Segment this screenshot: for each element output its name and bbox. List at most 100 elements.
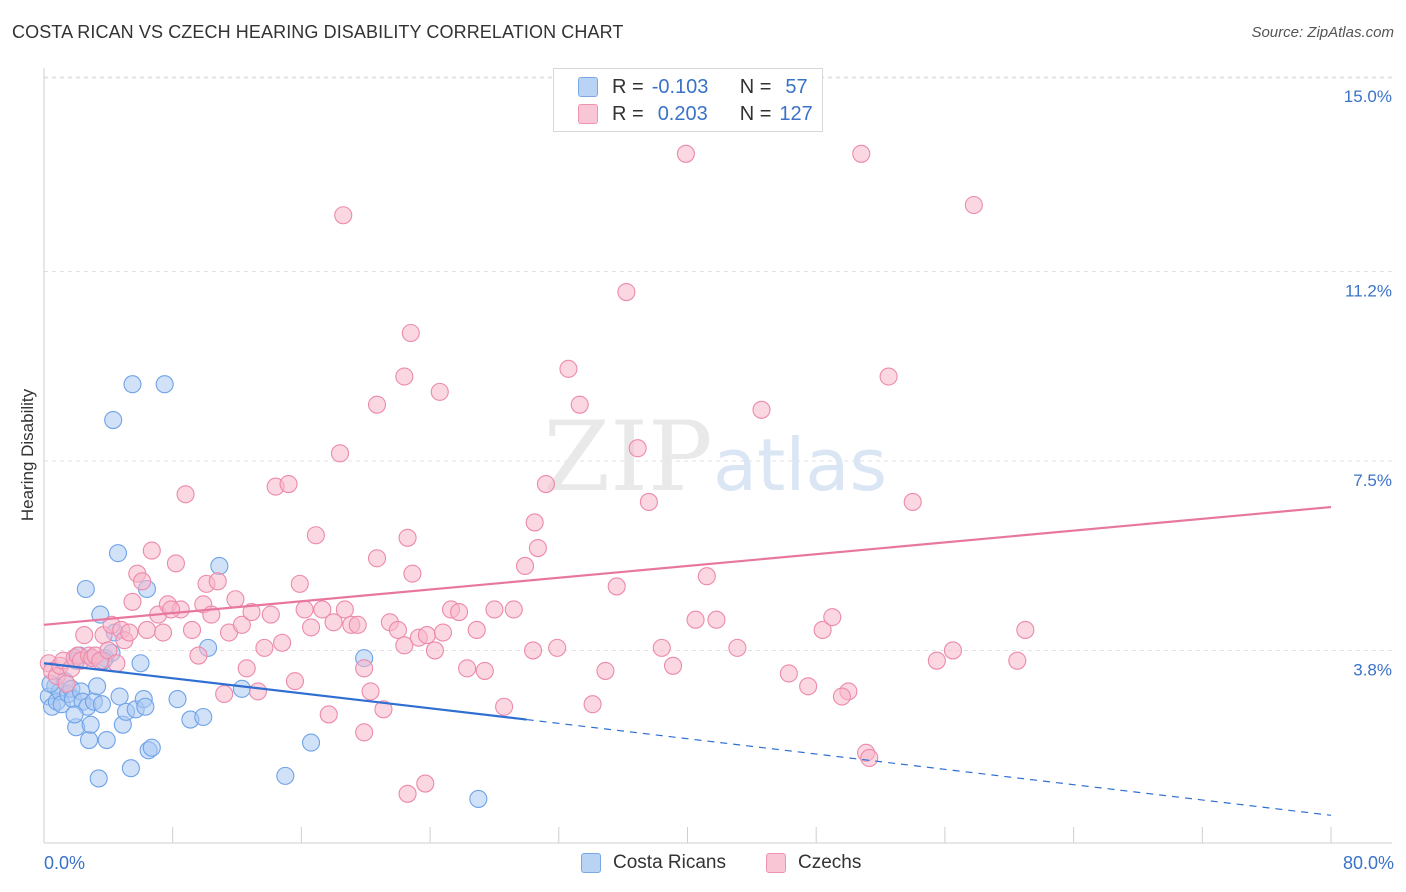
- czech-point: [261, 605, 280, 624]
- trend-lines: [43, 505, 1332, 816]
- y-tick-label: 11.2%: [1345, 282, 1392, 301]
- legend-n-label: N =: [739, 75, 772, 98]
- costa-rican-point: [108, 544, 128, 563]
- czech-point: [330, 444, 350, 463]
- legend-r-label: R =: [612, 102, 644, 125]
- czech-point: [1008, 651, 1027, 670]
- costa-rican-point: [131, 654, 150, 673]
- czech-point: [248, 682, 268, 701]
- y-tick-label: 3.8%: [1353, 660, 1392, 679]
- czech-point: [395, 636, 414, 655]
- scatter-points: [39, 144, 1035, 808]
- legend-item-costa-ricans[interactable]: Costa Ricans: [581, 852, 726, 874]
- chart-title: COSTA RICAN VS CZECH HEARING DISABILITY …: [12, 22, 624, 42]
- czech-point: [142, 541, 161, 560]
- czech-point: [813, 620, 832, 640]
- czech-point: [779, 664, 798, 683]
- czech-point: [306, 526, 325, 545]
- costa-rican-point: [79, 730, 99, 750]
- czech-point: [663, 656, 683, 675]
- czech-point: [495, 697, 514, 716]
- czech-point: [361, 682, 380, 701]
- czech-point: [398, 528, 417, 547]
- costa-rican-point: [168, 690, 187, 709]
- czech-point: [313, 600, 332, 619]
- czech-point: [367, 549, 387, 568]
- czech-point: [467, 620, 486, 640]
- czech-point: [133, 572, 152, 591]
- costa-rican-point: [302, 733, 321, 752]
- legend-n-value: 57: [785, 75, 808, 98]
- czech-point: [617, 282, 636, 302]
- czech-point: [879, 367, 898, 386]
- costa-rican-point: [232, 679, 251, 698]
- czech-point: [324, 613, 343, 632]
- series-legend: Costa Ricans Czechs: [581, 852, 901, 874]
- czech-point: [176, 485, 195, 504]
- costa-rican-trend-line: [43, 662, 527, 721]
- czech-point: [515, 556, 535, 576]
- czech-point: [295, 600, 314, 619]
- costa-rican-point: [65, 705, 84, 724]
- czech-point: [355, 723, 374, 742]
- legend-swatch-blue: [581, 853, 601, 873]
- czech-point: [485, 600, 504, 619]
- czech-point: [137, 620, 157, 640]
- legend-row-czechs: R = 0.203 N = 127: [578, 101, 813, 127]
- czech-point: [215, 684, 234, 704]
- czech-point: [548, 638, 567, 657]
- x-tick-label: 80.0%: [1343, 853, 1394, 873]
- czech-point: [374, 700, 393, 719]
- legend-n-label: N =: [739, 102, 772, 125]
- czech-point: [388, 620, 407, 640]
- czech-point: [639, 492, 658, 512]
- czech-point: [504, 600, 523, 619]
- czech-point: [964, 195, 983, 215]
- czech-point: [528, 538, 547, 558]
- czech-point: [302, 618, 321, 637]
- czech-point: [242, 602, 261, 622]
- czech-point: [401, 323, 420, 343]
- czech-point: [707, 610, 726, 629]
- czech-trend-line: [43, 505, 1332, 626]
- stats-legend: R = -0.103 N = 57 R = 0.203 N = 127: [553, 68, 823, 132]
- czech-point: [628, 439, 647, 458]
- legend-r-value: 0.203: [657, 102, 708, 125]
- source-label: Source: ZipAtlas.com: [1251, 24, 1394, 41]
- costa-rican-point: [469, 789, 488, 808]
- watermark: ZIP atlas: [543, 401, 887, 513]
- y-tick-label: 7.5%: [1353, 471, 1392, 490]
- czech-point: [927, 651, 946, 670]
- costa-rican-point: [104, 410, 123, 430]
- czech-point: [458, 659, 477, 678]
- czech-point: [475, 661, 494, 680]
- y-tick-label: 15.0%: [1344, 87, 1392, 106]
- legend-n-value: 127: [779, 102, 813, 125]
- legend-label-czechs: Czechs: [798, 852, 862, 873]
- czech-point: [525, 513, 544, 532]
- costa-rican-point: [92, 695, 111, 714]
- czech-point: [120, 623, 139, 642]
- czech-point: [425, 641, 444, 660]
- czech-point: [57, 674, 76, 693]
- czech-point: [417, 626, 436, 645]
- czech-point: [348, 615, 367, 634]
- czech-point: [832, 687, 851, 706]
- costa-rican-point: [97, 730, 116, 750]
- czech-point: [107, 654, 126, 673]
- czech-point: [99, 641, 118, 660]
- czech-point: [285, 672, 305, 691]
- costa-rican-point: [136, 697, 155, 716]
- czech-point: [799, 677, 818, 696]
- costa-rican-trend-line-extension: [526, 718, 1332, 816]
- costa-rican-point: [276, 766, 295, 785]
- legend-row-costa-ricans: R = -0.103 N = 57: [578, 74, 808, 100]
- czech-point: [153, 623, 173, 642]
- czech-point: [943, 641, 962, 660]
- costa-rican-point: [88, 677, 107, 696]
- legend-item-czechs[interactable]: Czechs: [766, 852, 861, 874]
- czech-point: [823, 608, 842, 627]
- costa-rican-point: [142, 738, 161, 757]
- czech-point: [403, 564, 422, 583]
